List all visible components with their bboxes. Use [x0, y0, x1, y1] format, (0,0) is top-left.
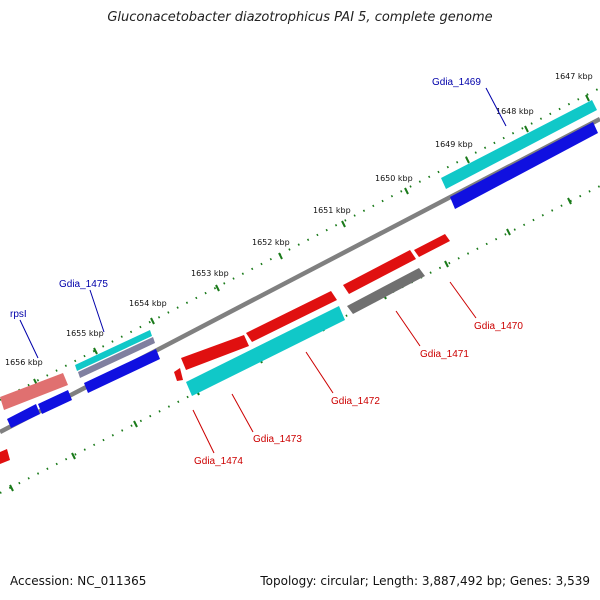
label-gdia-1475[interactable]: Gdia_1475 — [59, 279, 108, 290]
kbp-label: 1647 kbp — [555, 72, 593, 81]
gene-rpsl-pink[interactable] — [0, 373, 68, 410]
gene-labels: Gdia_1469 Gdia_1470 Gdia_1471 Gdia_1472 … — [10, 77, 523, 467]
label-gdia-1469[interactable]: Gdia_1469 — [432, 77, 481, 88]
label-gdia-1474[interactable]: Gdia_1474 — [194, 456, 243, 467]
gene-edge-red[interactable] — [0, 449, 10, 464]
gene-gdia-1472[interactable] — [246, 291, 337, 342]
gene-gdia-1470[interactable] — [414, 234, 450, 257]
label-rpsl[interactable]: rpsI — [10, 309, 27, 320]
gene-gdia-1475-cyan[interactable] — [75, 330, 152, 371]
topology-text: Topology: circular; Length: 3,887,492 bp… — [260, 574, 590, 588]
kbp-label: 1656 kbp — [5, 358, 43, 367]
kbp-label: 1652 kbp — [252, 238, 290, 247]
gene-gdia-1469-cyan[interactable] — [441, 100, 597, 189]
gene-gdia-1475-blue[interactable] — [84, 349, 160, 393]
gene-gdia-1471-red[interactable] — [343, 250, 416, 294]
other-tracks — [0, 100, 598, 428]
kbp-label: 1654 kbp — [129, 299, 167, 308]
major-ticks — [33, 94, 590, 386]
kbp-label: 1648 kbp — [496, 107, 534, 116]
label-gdia-1470[interactable]: Gdia_1470 — [474, 321, 523, 332]
gene-gdia-1473-cyan[interactable] — [186, 306, 345, 396]
leader-lines — [19, 87, 507, 454]
kbp-labels: 1647 kbp 1648 kbp 1649 kbp 1650 kbp 1651… — [5, 72, 593, 367]
kbp-label: 1649 kbp — [435, 140, 473, 149]
gene-rpsl-blue-a[interactable] — [7, 404, 40, 428]
label-gdia-1473[interactable]: Gdia_1473 — [253, 434, 302, 445]
accession-text: Accession: NC_011365 — [10, 574, 147, 588]
gene-gdia-1471[interactable] — [347, 268, 425, 314]
gene-gdia-1469-blue[interactable] — [450, 122, 598, 209]
kbp-label: 1651 kbp — [313, 206, 351, 215]
label-gdia-1472[interactable]: Gdia_1472 — [331, 396, 380, 407]
outer-tick-row — [0, 87, 600, 401]
kbp-label: 1650 kbp — [375, 174, 413, 183]
kbp-label: 1653 kbp — [191, 269, 229, 278]
forward-features — [0, 234, 450, 464]
label-gdia-1471[interactable]: Gdia_1471 — [420, 349, 469, 360]
gene-rpsl-blue-b[interactable] — [38, 390, 72, 414]
gene-gdia-1474[interactable] — [181, 335, 249, 370]
gene-gdia-1475-grey[interactable] — [78, 337, 155, 378]
gene-small-red-arrow[interactable] — [174, 368, 183, 381]
map-title: Gluconacetobacter diazotrophicus PAI 5, … — [107, 10, 493, 25]
kbp-label: 1655 kbp — [66, 329, 104, 338]
